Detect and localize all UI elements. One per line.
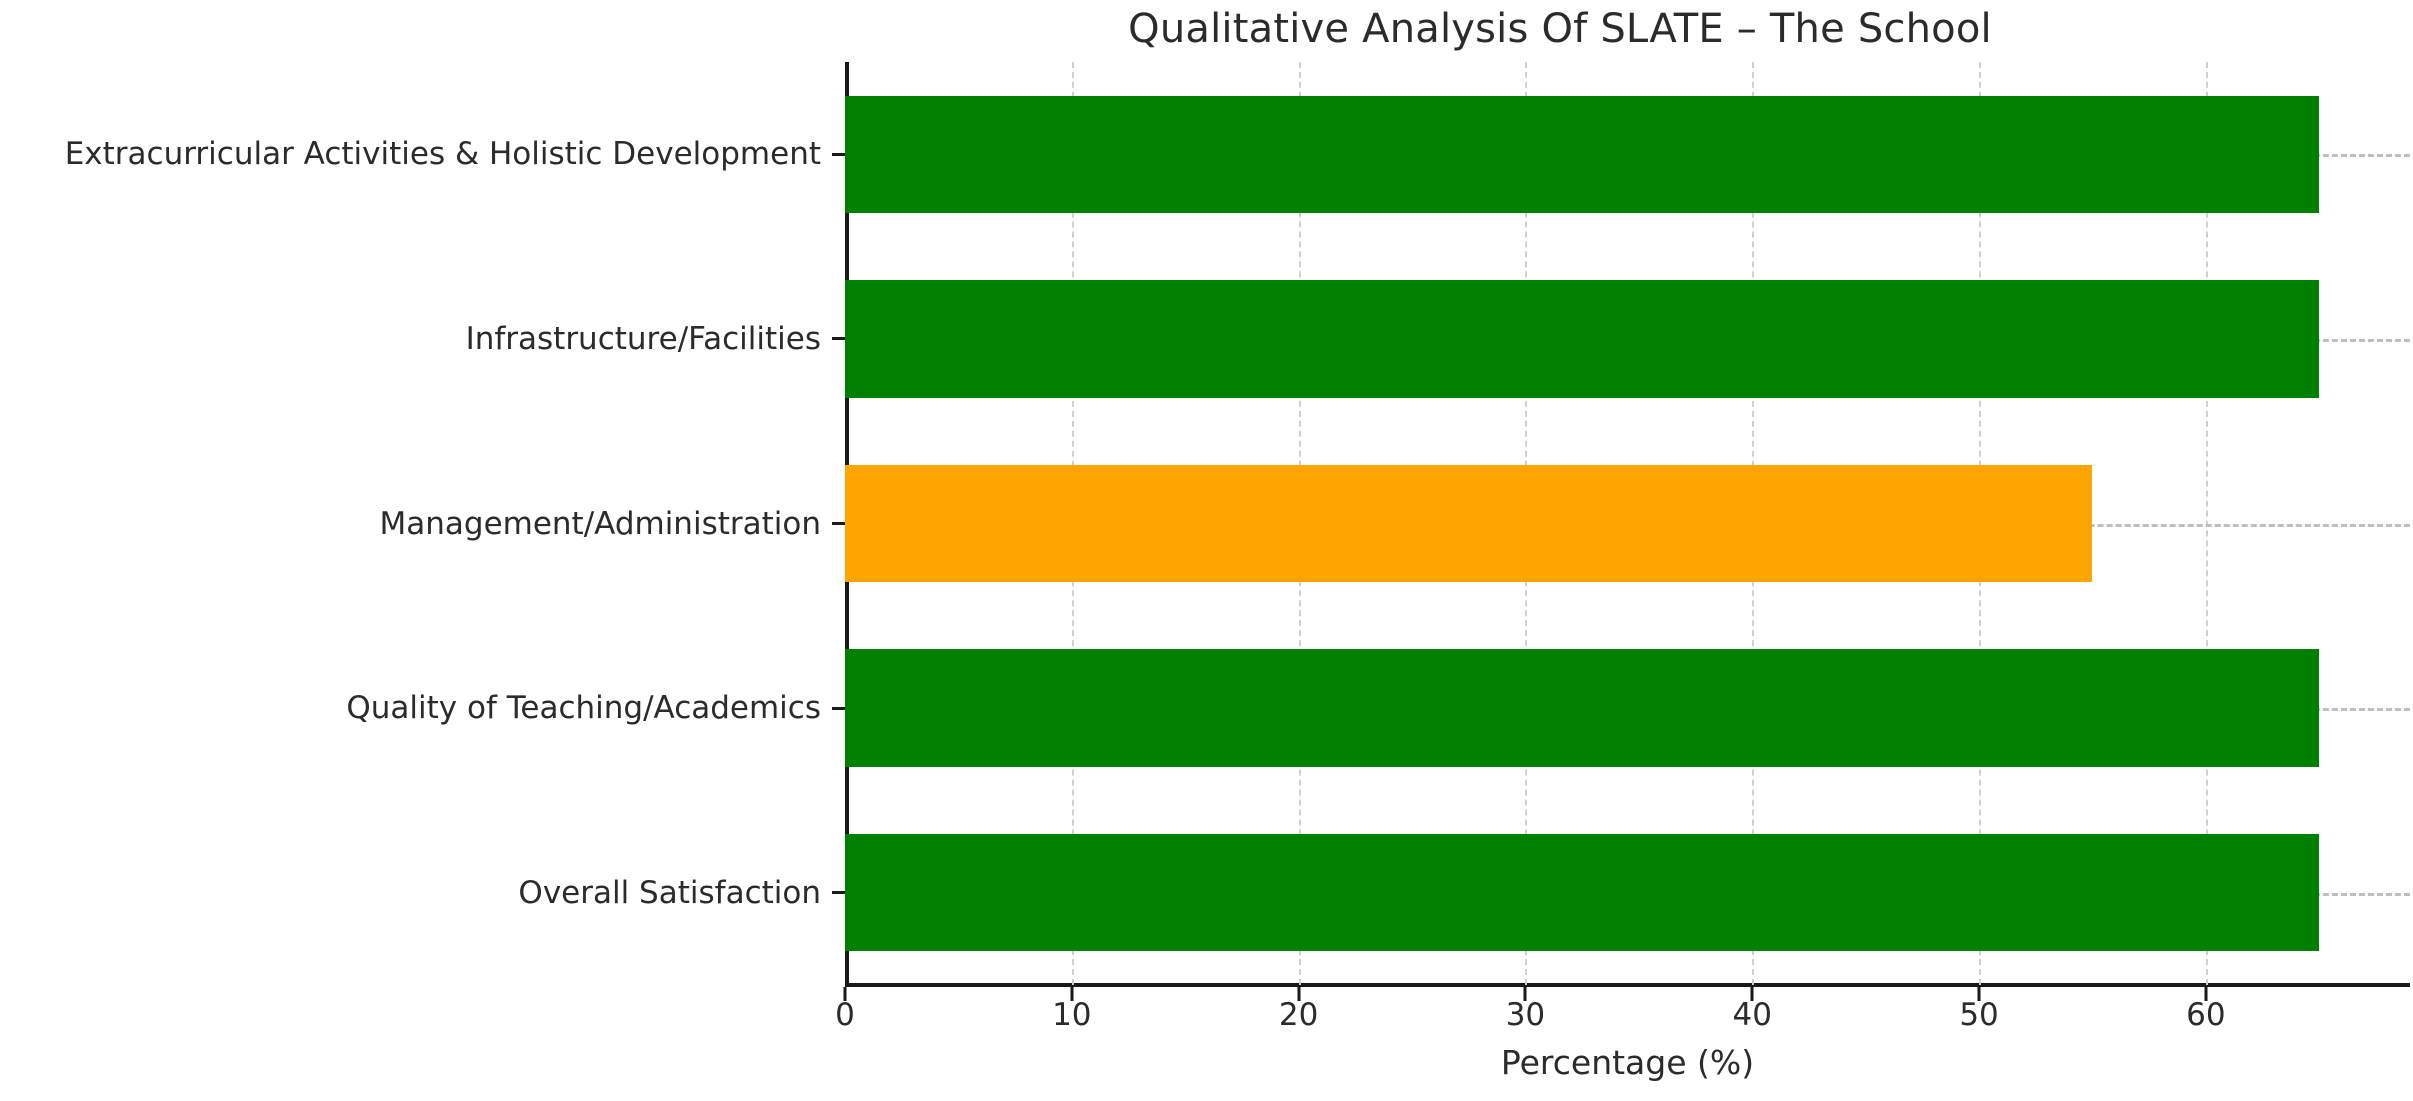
bar xyxy=(845,280,2320,398)
x-tick-mark xyxy=(1297,987,1301,1001)
x-tick-mark xyxy=(1070,987,1074,1001)
x-tick-label: 20 xyxy=(1278,997,1319,1033)
y-tick-label: Quality of Teaching/Academics xyxy=(346,690,821,727)
bar xyxy=(845,649,2320,767)
bar xyxy=(845,464,2093,583)
y-tick-label: Extracurricular Activities & Holistic De… xyxy=(64,136,821,173)
bar xyxy=(845,834,2320,952)
x-tick-mark xyxy=(1523,987,1527,1001)
y-tick-mark xyxy=(832,337,845,341)
y-tick-mark xyxy=(832,152,845,156)
x-tick-label: 40 xyxy=(1732,997,1772,1033)
y-tick-label: Overall Satisfaction xyxy=(518,874,821,911)
x-axis-label: Percentage (%) xyxy=(1500,1043,1755,1082)
y-tick-label: Management/Administration xyxy=(379,505,822,542)
x-axis-spine xyxy=(845,983,2410,987)
x-tick-mark xyxy=(1750,987,1754,1001)
x-tick-mark xyxy=(2204,987,2208,1001)
plot-area xyxy=(845,62,2410,985)
x-tick-label: 50 xyxy=(1959,997,1999,1033)
bar xyxy=(845,95,2320,213)
chart-title: Qualitative Analysis Of SLATE – The Scho… xyxy=(1128,6,1992,52)
y-tick-mark xyxy=(832,522,845,525)
x-tick-label: 10 xyxy=(1052,997,1092,1033)
x-tick-label: 0 xyxy=(835,997,855,1033)
y-tick-mark xyxy=(832,891,845,895)
x-tick-label: 60 xyxy=(2186,997,2226,1033)
x-tick-mark xyxy=(1977,987,1981,1001)
x-tick-label: 30 xyxy=(1505,997,1546,1033)
x-tick-mark xyxy=(843,987,847,1001)
y-tick-mark xyxy=(832,706,845,710)
y-tick-label: Infrastructure/Facilities xyxy=(465,320,821,357)
